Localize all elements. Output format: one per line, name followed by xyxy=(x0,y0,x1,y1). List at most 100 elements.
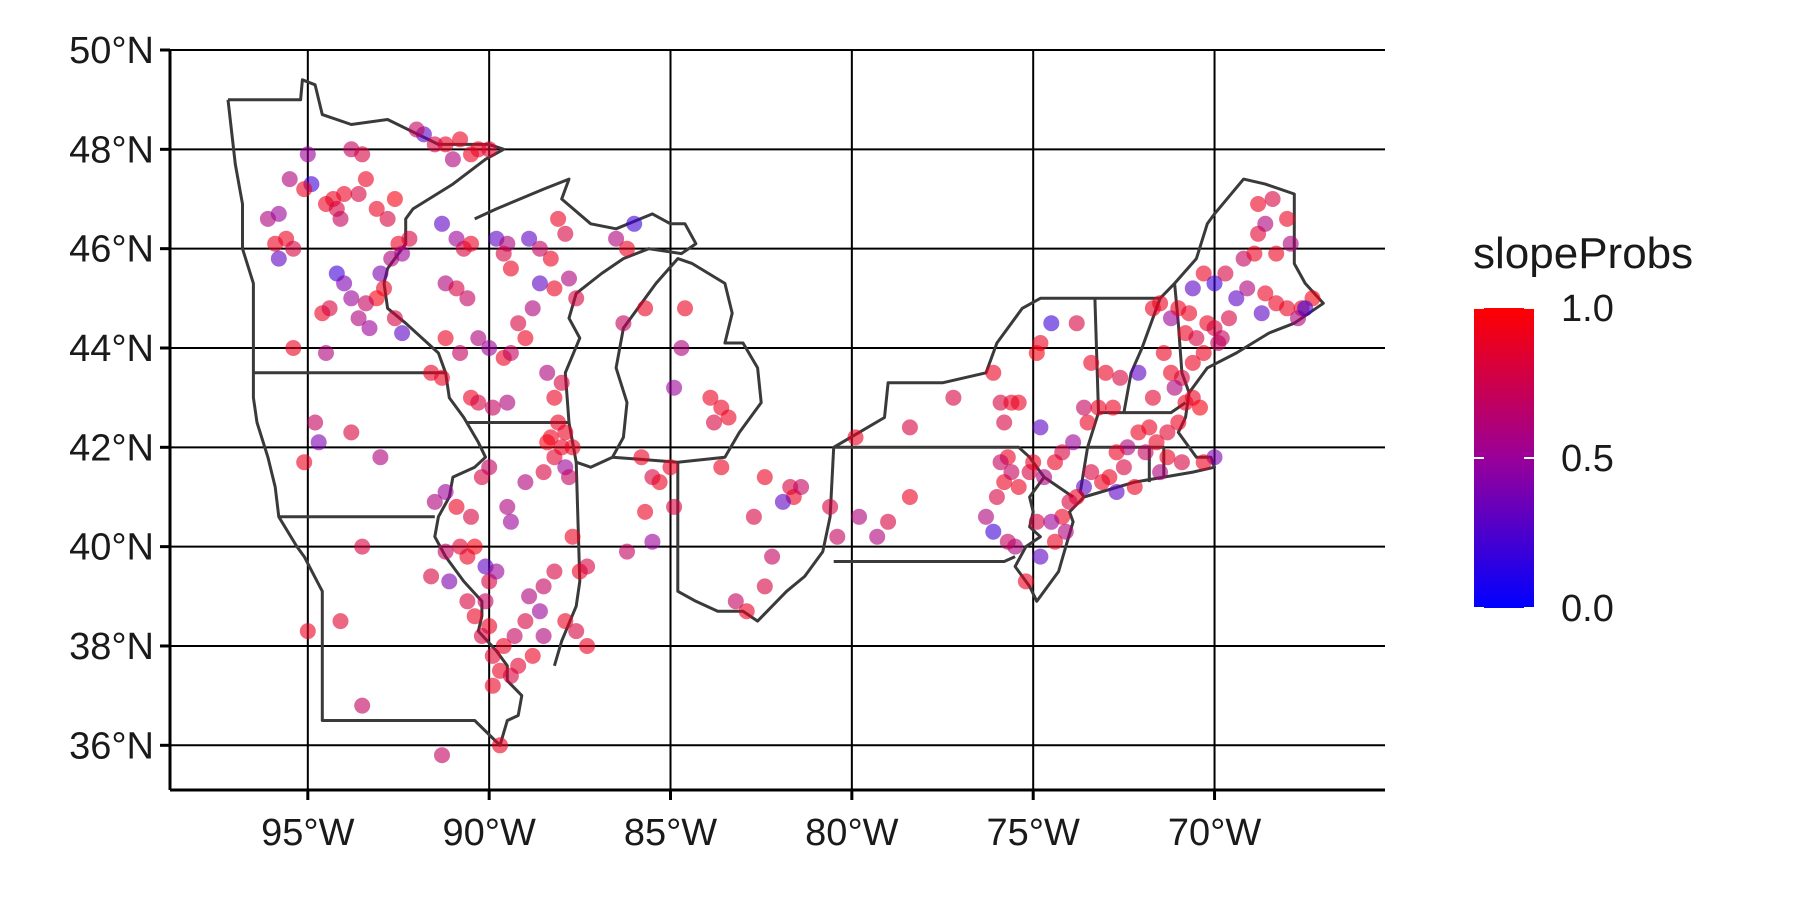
y-tick-label: 50°N xyxy=(69,30,154,72)
site-point xyxy=(452,345,469,361)
site-point xyxy=(745,508,762,525)
site-point xyxy=(495,245,512,262)
site-point xyxy=(1152,464,1169,481)
y-tick-label: 42°N xyxy=(69,427,154,469)
y-tick-label: 46°N xyxy=(69,229,154,271)
site-point xyxy=(1043,513,1060,530)
site-point xyxy=(1188,330,1205,347)
site-point xyxy=(267,235,284,252)
site-point xyxy=(1173,454,1190,471)
site-point xyxy=(793,479,810,495)
site-point xyxy=(394,325,411,342)
site-point xyxy=(463,508,479,525)
site-point xyxy=(1017,573,1034,590)
site-points xyxy=(259,121,1321,764)
site-point xyxy=(633,449,650,466)
site-point xyxy=(484,647,501,664)
site-point xyxy=(822,498,839,515)
site-point xyxy=(318,345,334,361)
site-point xyxy=(492,737,508,754)
site-point xyxy=(1032,548,1049,565)
site-point xyxy=(1250,196,1267,212)
site-point xyxy=(985,364,1002,381)
state-boundary xyxy=(676,177,1325,623)
site-point xyxy=(564,528,581,545)
site-point xyxy=(321,300,338,317)
site-point xyxy=(307,414,324,431)
site-point xyxy=(1195,265,1212,282)
site-point xyxy=(666,498,683,515)
site-point xyxy=(535,628,552,644)
site-point xyxy=(1137,444,1154,461)
site-point xyxy=(270,250,287,267)
site-point xyxy=(354,697,371,714)
site-point xyxy=(499,394,516,411)
site-point xyxy=(332,210,349,227)
state-boundary xyxy=(1122,297,1162,413)
site-point xyxy=(481,141,498,158)
site-point xyxy=(1097,364,1114,381)
site-point xyxy=(481,340,498,356)
site-point xyxy=(372,449,389,466)
y-tick-label: 36°N xyxy=(69,725,154,767)
site-point xyxy=(557,225,574,242)
legend-title: slopeProbs xyxy=(1473,229,1693,278)
site-point xyxy=(481,459,498,476)
site-point xyxy=(550,210,567,227)
site-point xyxy=(1025,454,1042,471)
site-point xyxy=(524,300,541,317)
site-point xyxy=(978,508,994,525)
site-point xyxy=(1221,310,1237,327)
site-point xyxy=(452,131,469,148)
site-point xyxy=(336,275,353,292)
site-point xyxy=(1083,464,1100,481)
site-point xyxy=(564,439,581,456)
site-point xyxy=(426,136,443,153)
site-point xyxy=(296,454,313,471)
site-point xyxy=(662,459,679,476)
site-point xyxy=(1148,434,1165,451)
site-point xyxy=(880,513,897,530)
site-point xyxy=(1126,479,1143,495)
site-point xyxy=(1253,305,1270,322)
site-point xyxy=(499,498,516,515)
x-tick-label: 85°W xyxy=(624,812,717,854)
site-point xyxy=(354,538,371,555)
site-point xyxy=(1010,394,1027,411)
site-point xyxy=(720,409,737,426)
site-point xyxy=(1239,280,1256,297)
site-point xyxy=(423,568,440,585)
site-point xyxy=(1032,419,1049,436)
site-point xyxy=(535,464,552,481)
site-point xyxy=(437,330,454,347)
site-point xyxy=(477,593,494,610)
site-point xyxy=(1108,444,1125,461)
site-point xyxy=(524,647,541,664)
site-point xyxy=(992,454,1009,471)
site-point xyxy=(1028,513,1045,530)
site-point xyxy=(368,200,385,217)
site-point xyxy=(1268,245,1285,262)
site-point xyxy=(847,429,864,446)
site-point xyxy=(473,628,490,644)
site-point xyxy=(357,295,374,312)
site-point xyxy=(945,389,962,406)
site-point xyxy=(531,603,548,620)
site-point xyxy=(568,290,585,307)
site-point xyxy=(488,563,505,580)
site-point xyxy=(539,434,556,451)
x-tick-label: 75°W xyxy=(987,812,1080,854)
site-point xyxy=(1279,300,1296,317)
site-point xyxy=(484,399,501,416)
site-point xyxy=(1257,285,1274,302)
y-tick-label: 38°N xyxy=(69,626,154,668)
site-point xyxy=(1105,399,1121,416)
site-point xyxy=(1217,265,1234,282)
site-point xyxy=(1166,379,1183,396)
site-point xyxy=(579,558,596,575)
site-point xyxy=(550,414,567,431)
site-point xyxy=(702,389,719,406)
site-point xyxy=(727,593,744,610)
site-point xyxy=(517,474,534,491)
